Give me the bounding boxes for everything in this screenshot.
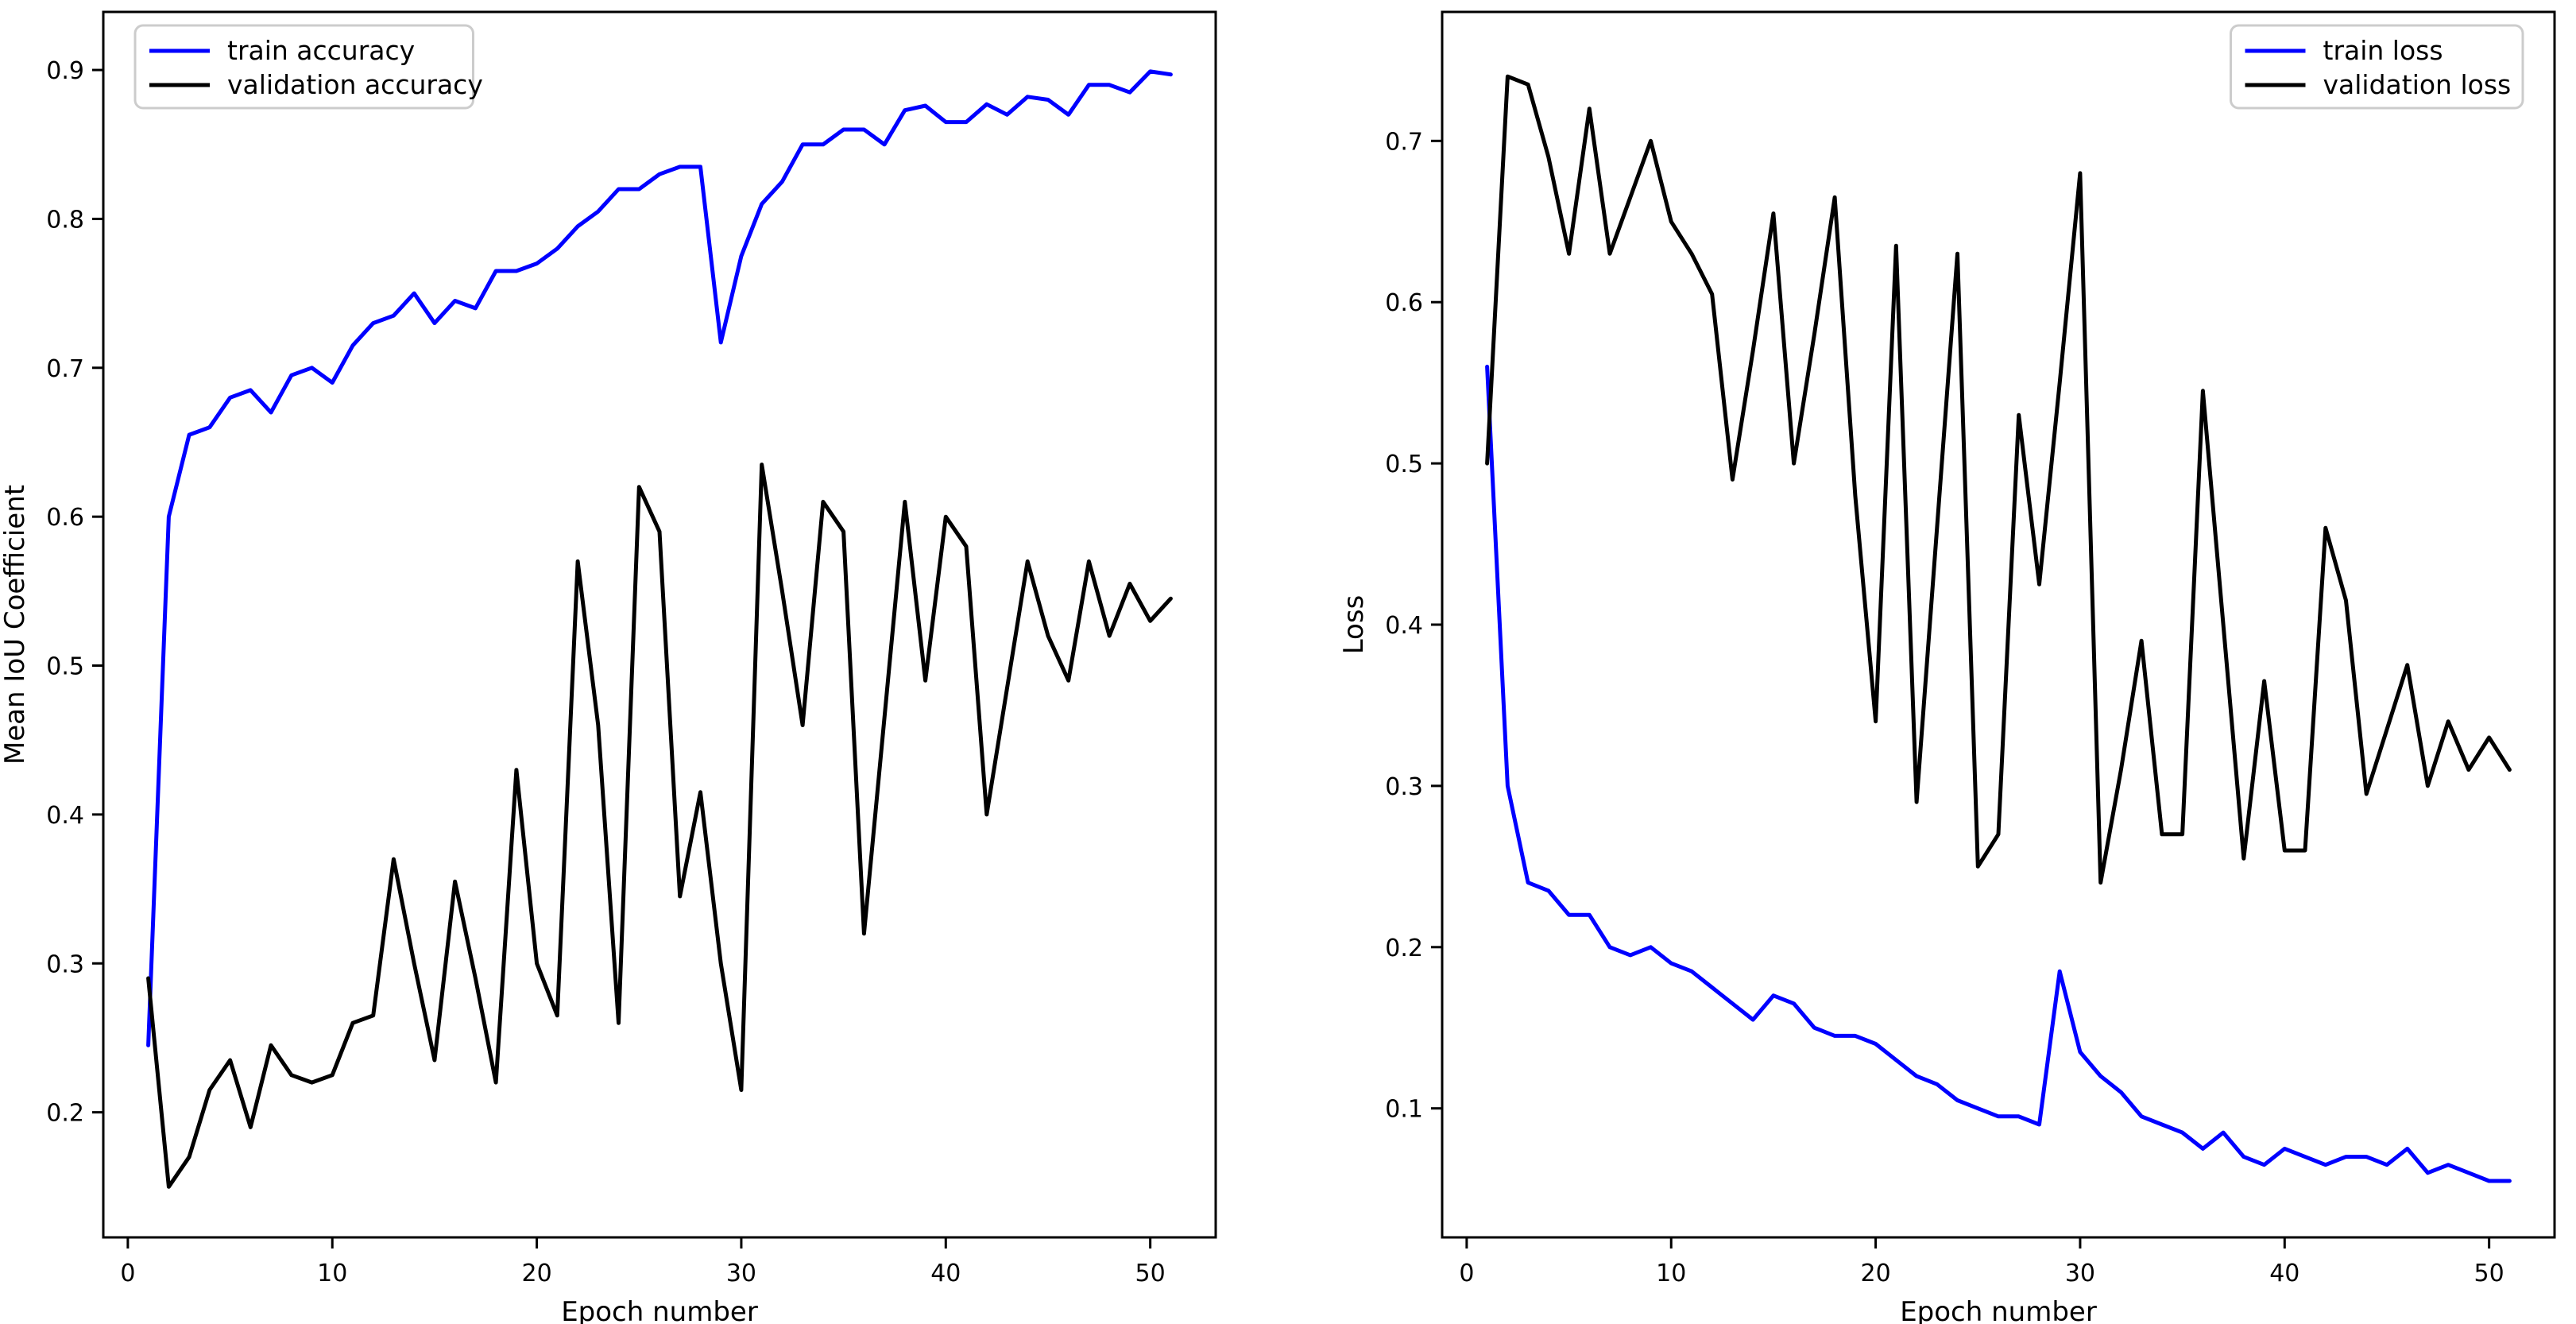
- mean-iou-y-tick-label: 0.4: [46, 802, 84, 830]
- mean-iou-y-tick-label: 0.9: [46, 57, 84, 85]
- loss-x-tick-label: 0: [1459, 1260, 1474, 1287]
- loss-ylabel: Loss: [1338, 595, 1370, 655]
- loss-legend-label: validation loss: [2323, 69, 2512, 100]
- mean-iou-ylabel: Mean IoU Coefficient: [0, 485, 31, 765]
- loss-legend-label: train loss: [2323, 35, 2443, 66]
- mean-iou-y-tick-label: 0.5: [46, 653, 84, 681]
- mean-iou-y-tick-label: 0.2: [46, 1100, 84, 1128]
- loss-x-tick-label: 30: [2065, 1260, 2095, 1287]
- mean-iou-x-tick-label: 50: [1135, 1260, 1166, 1287]
- loss-y-tick-label: 0.1: [1385, 1096, 1423, 1124]
- loss-y-tick-label: 0.4: [1385, 612, 1423, 640]
- loss-x-tick-label: 40: [2269, 1260, 2299, 1287]
- loss-y-tick-label: 0.5: [1385, 451, 1423, 478]
- mean-iou-y-tick-label: 0.6: [46, 504, 84, 532]
- mean-iou-x-tick-label: 30: [726, 1260, 756, 1287]
- loss-x-tick-label: 20: [1860, 1260, 1890, 1287]
- mean-iou-validation-accuracy-line: [146, 463, 1173, 1189]
- mean-iou-x-tick-label: 20: [521, 1260, 551, 1287]
- loss-x-tick-label: 10: [1656, 1260, 1686, 1287]
- mean-iou-legend-label: validation accuracy: [227, 69, 483, 100]
- loss-y-tick-label: 0.3: [1385, 773, 1423, 801]
- mean-iou-y-tick-label: 0.7: [46, 355, 84, 383]
- mean-iou-x-tick-label: 0: [120, 1260, 135, 1287]
- loss-x-tick-label: 50: [2474, 1260, 2504, 1287]
- loss-y-tick-label: 0.2: [1385, 935, 1423, 962]
- loss-axes-spines: [1441, 10, 2556, 1239]
- loss-y-tick-label: 0.6: [1385, 289, 1423, 317]
- mean-iou-x-tick-label: 10: [317, 1260, 347, 1287]
- mean-iou-axes-spines: [102, 10, 1217, 1239]
- mean-iou-legend-box: [133, 24, 474, 110]
- mean-iou-train-accuracy-line: [146, 69, 1173, 1047]
- loss-y-tick-label: 0.7: [1385, 128, 1423, 156]
- loss-xlabel: Epoch number: [1900, 1296, 2097, 1324]
- mean-iou-legend-label: train accuracy: [227, 35, 415, 66]
- loss-legend-box: [2230, 24, 2524, 110]
- mean-iou-x-tick-label: 40: [930, 1260, 961, 1287]
- mean-iou-y-tick-label: 0.8: [46, 206, 84, 234]
- mean-iou-xlabel: Epoch number: [561, 1296, 758, 1324]
- loss-train-loss-line: [1485, 364, 2512, 1183]
- mean-iou-y-tick-label: 0.3: [46, 950, 84, 978]
- loss-validation-loss-line: [1485, 74, 2512, 885]
